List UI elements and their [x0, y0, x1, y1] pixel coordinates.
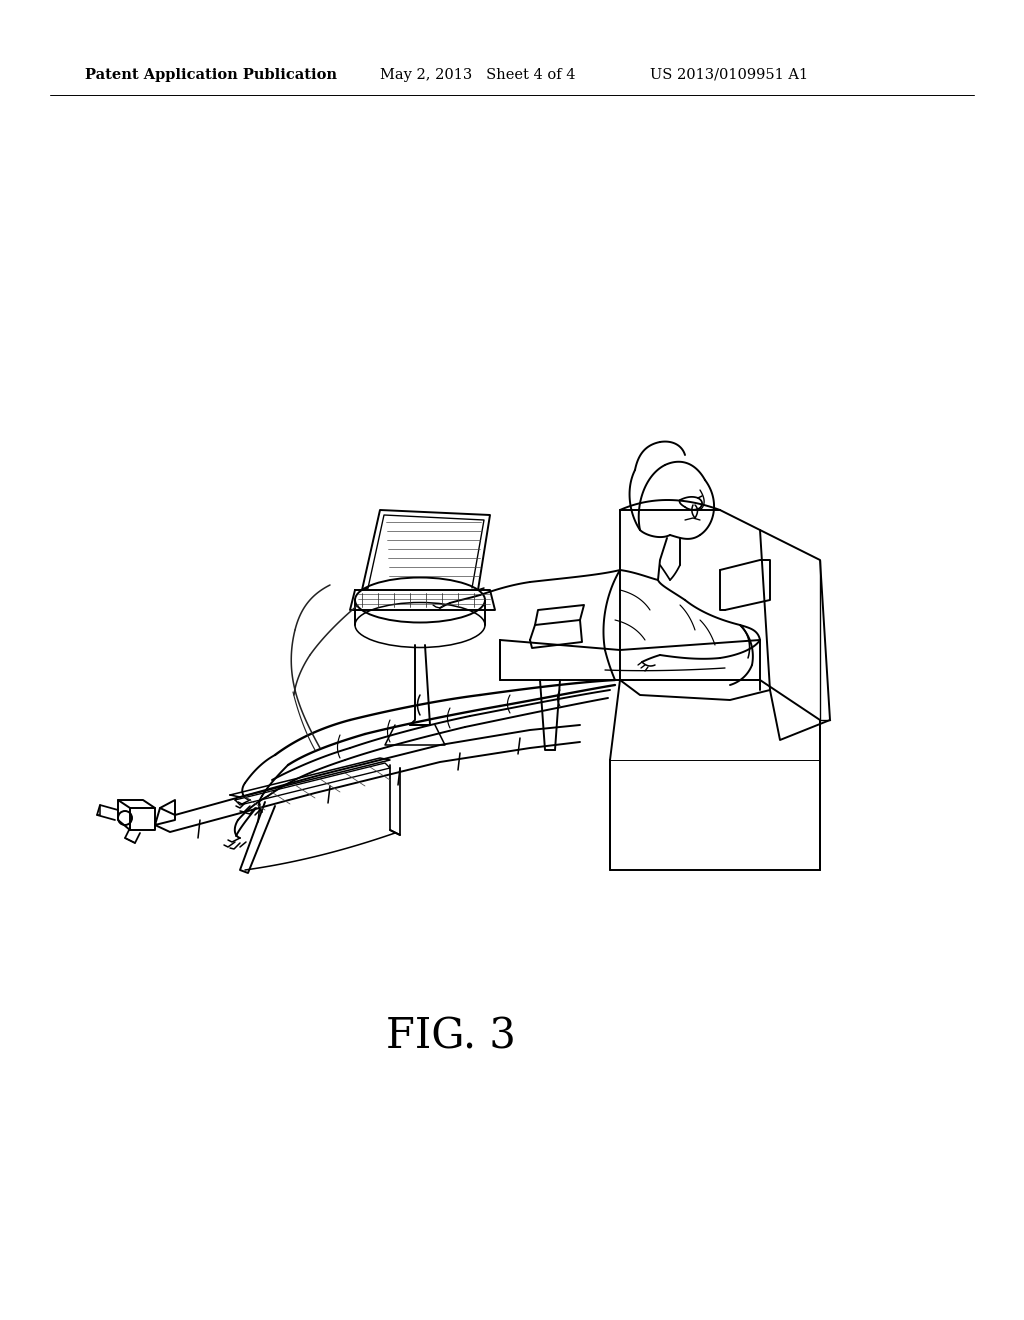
Text: May 2, 2013   Sheet 4 of 4: May 2, 2013 Sheet 4 of 4: [380, 69, 575, 82]
Text: Patent Application Publication: Patent Application Publication: [85, 69, 337, 82]
Text: US 2013/0109951 A1: US 2013/0109951 A1: [650, 69, 808, 82]
Text: FIG. 3: FIG. 3: [386, 1015, 515, 1057]
